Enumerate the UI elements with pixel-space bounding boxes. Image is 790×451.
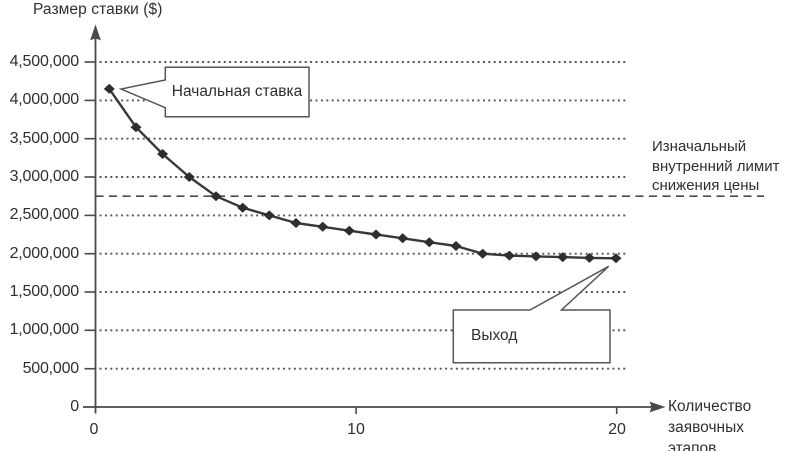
x-tick-label: 20 [608, 421, 626, 438]
callout-exit-box [452, 265, 611, 364]
y-tick-label: 0 [70, 398, 79, 415]
y-tick-label: 1,000,000 [9, 321, 80, 338]
data-point-marker [583, 252, 595, 263]
data-point-marker [450, 241, 462, 251]
y-tick-label: 4,500,000 [9, 53, 80, 70]
y-axis-arrowhead [90, 24, 101, 41]
data-point-marker [503, 250, 515, 261]
data-point-marker [397, 233, 409, 244]
callout-exit-label: Выход [471, 327, 518, 344]
y-tick-label: 2,500,000 [9, 206, 80, 223]
data-point-marker [317, 221, 329, 232]
y-tick-label: 1,500,000 [9, 283, 80, 300]
data-point-marker [477, 248, 489, 259]
data-point-marker [370, 229, 382, 240]
data-point-marker [237, 202, 249, 213]
bid-series-markers [103, 83, 622, 264]
data-point-marker [263, 210, 275, 221]
data-point-marker [530, 251, 542, 262]
x-axis-title: Количество заявочных этапов [668, 398, 752, 451]
data-point-marker [157, 149, 169, 159]
y-tick-label: 3,000,000 [9, 168, 80, 185]
y-tick-label: 4,000,000 [9, 91, 80, 108]
data-point-marker [130, 122, 142, 133]
data-point-marker [423, 237, 435, 248]
data-point-marker [103, 83, 115, 94]
callout-initial-bid-label: Начальная ставка [171, 83, 303, 100]
data-point-marker [343, 225, 355, 236]
y-tick-label: 2,000,000 [9, 245, 80, 262]
data-point-marker [557, 252, 569, 263]
axis-tick-marks [84, 61, 618, 414]
limit-line-label: Изначальный внутренний лимит снижения це… [652, 138, 780, 194]
data-point-marker [290, 218, 302, 228]
x-tick-label: 0 [89, 421, 99, 438]
x-axis-arrowhead [649, 401, 666, 413]
y-tick-label: 500,000 [22, 360, 80, 377]
callout-initial-bid-box [118, 66, 310, 118]
y-tick-label: 3,500,000 [9, 130, 80, 147]
data-point-marker [183, 172, 195, 182]
data-point-marker [610, 253, 622, 264]
data-point-marker [210, 191, 222, 202]
x-tick-label: 10 [347, 421, 365, 438]
y-axis-title: Размер ставки ($) [33, 1, 163, 18]
